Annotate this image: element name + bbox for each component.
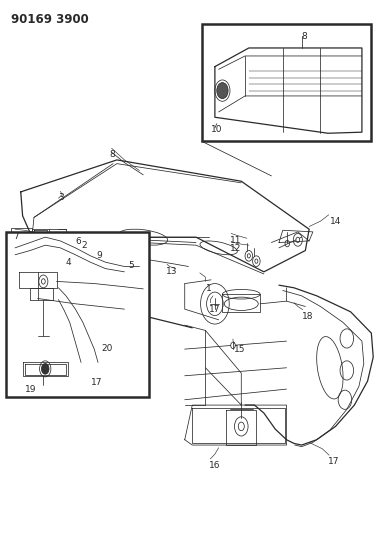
Circle shape bbox=[231, 342, 235, 349]
Circle shape bbox=[247, 254, 250, 258]
Text: 4: 4 bbox=[66, 258, 72, 267]
Text: 16: 16 bbox=[209, 461, 221, 470]
Text: 12: 12 bbox=[230, 244, 241, 253]
Text: 1: 1 bbox=[205, 284, 211, 293]
Text: 7: 7 bbox=[13, 232, 19, 241]
Text: 11: 11 bbox=[230, 236, 242, 245]
Text: 90169 3900: 90169 3900 bbox=[11, 13, 89, 26]
Circle shape bbox=[255, 259, 258, 263]
Circle shape bbox=[217, 83, 228, 99]
Text: 18: 18 bbox=[302, 312, 313, 321]
Text: 15: 15 bbox=[234, 345, 245, 354]
Text: 17: 17 bbox=[328, 457, 340, 466]
Text: 13: 13 bbox=[166, 266, 178, 276]
Text: 17: 17 bbox=[90, 378, 102, 387]
Circle shape bbox=[64, 236, 67, 240]
Bar bbox=[202, 24, 371, 141]
Text: 10: 10 bbox=[211, 125, 223, 134]
Text: 3: 3 bbox=[58, 193, 64, 203]
Circle shape bbox=[41, 279, 45, 284]
Text: 9: 9 bbox=[96, 251, 102, 260]
Text: 17: 17 bbox=[209, 305, 221, 314]
Bar bbox=[6, 232, 149, 397]
Text: 8: 8 bbox=[302, 32, 307, 41]
Text: 5: 5 bbox=[128, 261, 134, 270]
Text: 2: 2 bbox=[81, 241, 87, 250]
Text: 19: 19 bbox=[25, 385, 36, 394]
Circle shape bbox=[41, 364, 49, 374]
Text: 14: 14 bbox=[330, 217, 341, 226]
Text: 20: 20 bbox=[102, 344, 113, 353]
Text: 6: 6 bbox=[75, 237, 81, 246]
Text: 8: 8 bbox=[109, 150, 115, 159]
Circle shape bbox=[296, 237, 300, 243]
